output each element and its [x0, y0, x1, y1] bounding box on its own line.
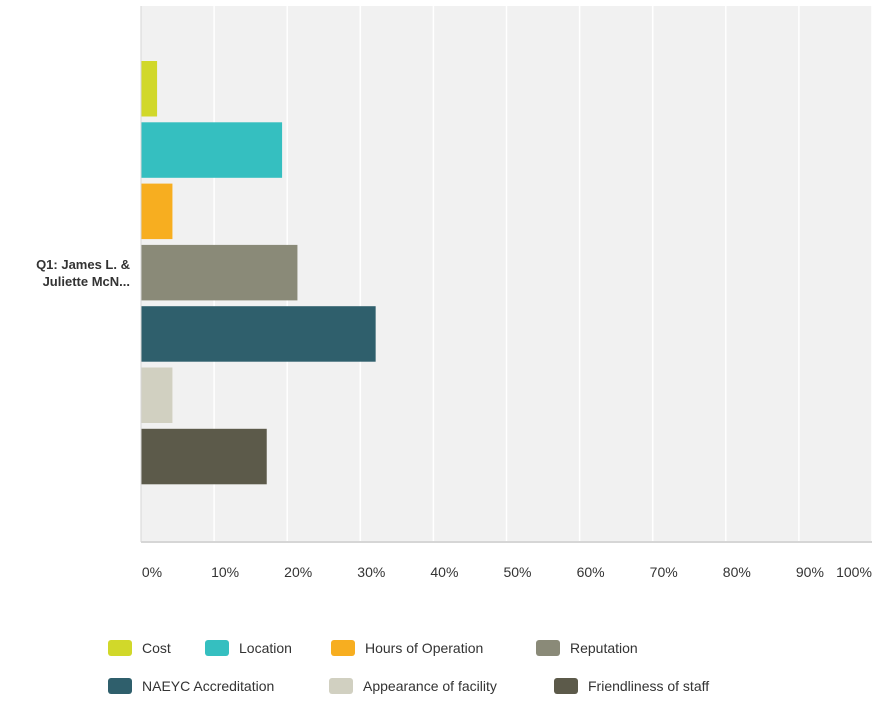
x-tick-label: 80%: [723, 564, 751, 580]
bar-appearance-of-facility: [141, 367, 173, 423]
category-label-line-2: Juliette McN...: [42, 274, 130, 289]
bar-cost: [141, 61, 158, 117]
x-tick-label: 20%: [284, 564, 312, 580]
bar-chart: 0% 10% 20% 30% 40% 50% 60% 70% 80% 90% 100%: [140, 6, 873, 580]
legend-swatch-appearance-of-facility: [329, 678, 353, 694]
legend-label-friendliness-of-staff: Friendliness of staff: [588, 678, 710, 694]
x-tick-label: 40%: [430, 564, 458, 580]
category-label: Q1: James L. & Juliette McN...: [0, 256, 130, 290]
x-tick-label: 0%: [142, 564, 162, 580]
legend-label-appearance-of-facility: Appearance of facility: [363, 678, 497, 694]
legend-swatch-cost: [108, 640, 132, 656]
legend-item-reputation: Reputation: [536, 638, 638, 658]
x-tick-label: 30%: [357, 564, 385, 580]
category-label-line-1: Q1: James L. &: [36, 257, 130, 272]
legend-item-appearance-of-facility: Appearance of facility: [329, 676, 497, 696]
bar-naeyc-accreditation: [141, 306, 376, 362]
legend-item-cost: Cost: [108, 638, 171, 658]
bar-hours-of-operation: [141, 183, 173, 240]
legend-swatch-hours-of-operation: [331, 640, 355, 656]
x-tick-label: 100%: [836, 564, 872, 580]
bar-reputation: [141, 244, 298, 301]
legend-swatch-friendliness-of-staff: [554, 678, 578, 694]
legend-swatch-naeyc-accreditation: [108, 678, 132, 694]
legend-item-hours-of-operation: Hours of Operation: [331, 638, 483, 658]
legend-item-location: Location: [205, 638, 292, 658]
legend-row-2: NAEYC Accreditation Appearance of facili…: [108, 676, 828, 714]
legend-row-1: Cost Location Hours of Operation Reputat…: [108, 638, 828, 676]
bars: [141, 61, 376, 485]
x-tick-label: 60%: [577, 564, 605, 580]
legend-swatch-reputation: [536, 640, 560, 656]
x-tick-label: 70%: [650, 564, 678, 580]
legend-label-naeyc-accreditation: NAEYC Accreditation: [142, 678, 275, 694]
legend: Cost Location Hours of Operation Reputat…: [108, 638, 828, 714]
legend-item-naeyc-accreditation: NAEYC Accreditation: [108, 676, 274, 696]
x-tick-label: 90%: [796, 564, 824, 580]
bar-friendliness-of-staff: [141, 428, 267, 485]
legend-label-cost: Cost: [142, 640, 171, 656]
legend-label-location: Location: [239, 640, 292, 656]
x-tick-label: 10%: [211, 564, 239, 580]
x-tick-labels: 0% 10% 20% 30% 40% 50% 60% 70% 80% 90% 100%: [142, 564, 872, 580]
legend-swatch-location: [205, 640, 229, 656]
legend-label-reputation: Reputation: [570, 640, 638, 656]
legend-item-friendliness-of-staff: Friendliness of staff: [554, 676, 709, 696]
bar-location: [141, 122, 283, 178]
legend-label-hours-of-operation: Hours of Operation: [365, 640, 484, 656]
x-tick-label: 50%: [503, 564, 531, 580]
